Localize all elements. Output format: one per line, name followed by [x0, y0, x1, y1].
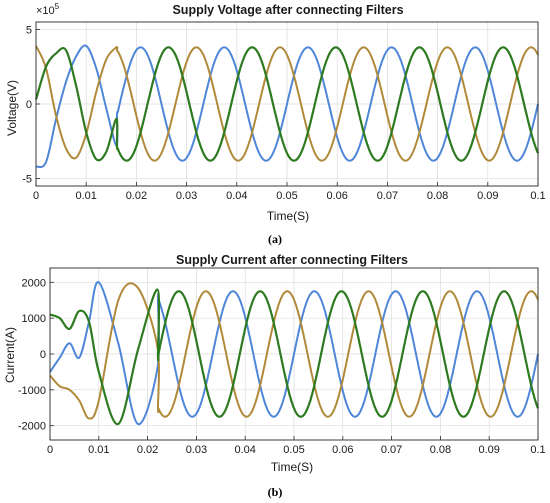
- voltage-x-label: Time(S): [267, 209, 309, 223]
- voltage-y-tick-label: -5: [22, 174, 32, 186]
- voltage-caption: (a): [268, 232, 282, 246]
- voltage-chart: Supply Voltage after connecting Filters …: [5, 2, 546, 246]
- voltage-y-tick-label: 0: [26, 99, 32, 111]
- current-y-tick-label: 0: [40, 349, 46, 361]
- current-y-label: Current(A): [3, 327, 17, 383]
- voltage-x-tick-label: 0.03: [176, 190, 197, 202]
- current-x-tick-label: 0.01: [88, 444, 109, 456]
- current-y-tick-label: 1000: [22, 313, 46, 325]
- current-x-tick-label: 0.07: [381, 444, 402, 456]
- voltage-series-3-line: [34, 46, 540, 162]
- current-x-tick-label: 0.03: [186, 444, 207, 456]
- voltage-y-tick-label: 5: [26, 24, 32, 36]
- current-series-2-line: [49, 282, 539, 420]
- voltage-x-tick-label: 0.07: [377, 190, 398, 202]
- voltage-chart-title: Supply Voltage after connecting Filters: [172, 3, 403, 17]
- current-series-1-line: [49, 281, 539, 425]
- current-x-ticks: 0 0.01 0.02 0.03 0.04 0.05 0.06 0.07 0.08 0.09 0.1: [47, 436, 546, 456]
- current-chart-title: Supply Current after connecting Filters: [176, 253, 408, 267]
- current-y-tick-label: -1000: [18, 385, 46, 397]
- voltage-x-tick-label: 0.01: [75, 190, 96, 202]
- current-x-tick-label: 0: [47, 444, 53, 456]
- voltage-x-tick-label: 0.1: [530, 190, 545, 202]
- current-x-label: Time(S): [271, 460, 313, 474]
- current-x-tick-label: 0.02: [137, 444, 158, 456]
- current-series-3-line: [49, 288, 540, 426]
- voltage-x-tick-label: 0.06: [326, 190, 347, 202]
- voltage-x-tick-label: 0.05: [276, 190, 297, 202]
- current-series-lines: [49, 281, 540, 426]
- voltage-x-tick-label: 0.04: [226, 190, 247, 202]
- voltage-x-tick-label: 0.02: [126, 190, 147, 202]
- voltage-x-ticks: 0 0.01 0.02 0.03 0.04 0.05 0.06 0.07 0.08 0.09 0.1: [33, 182, 546, 202]
- voltage-y-label: Voltage(V): [5, 80, 19, 136]
- current-caption: (b): [268, 485, 283, 499]
- voltage-y-exponent: ×105: [36, 2, 60, 17]
- voltage-series-lines: [34, 44, 540, 169]
- voltage-x-tick-label: 0.08: [427, 190, 448, 202]
- current-x-tick-label: 0.1: [530, 444, 545, 456]
- voltage-x-tick-label: 0: [33, 190, 39, 202]
- voltage-y-ticks: -5 0 5: [22, 24, 40, 186]
- current-x-tick-label: 0.08: [430, 444, 451, 456]
- current-x-tick-label: 0.06: [332, 444, 353, 456]
- voltage-series-1-line: [35, 44, 539, 169]
- current-x-tick-label: 0.09: [478, 444, 499, 456]
- current-x-tick-label: 0.04: [234, 444, 255, 456]
- current-y-tick-label: -2000: [18, 421, 46, 433]
- current-y-tick-label: 2000: [22, 277, 46, 289]
- current-chart: Supply Current after connecting Filters …: [3, 253, 546, 499]
- current-y-ticks: -2000 -1000 0 1000 2000: [18, 277, 54, 433]
- current-x-tick-label: 0.05: [283, 444, 304, 456]
- voltage-x-tick-label: 0.09: [477, 190, 498, 202]
